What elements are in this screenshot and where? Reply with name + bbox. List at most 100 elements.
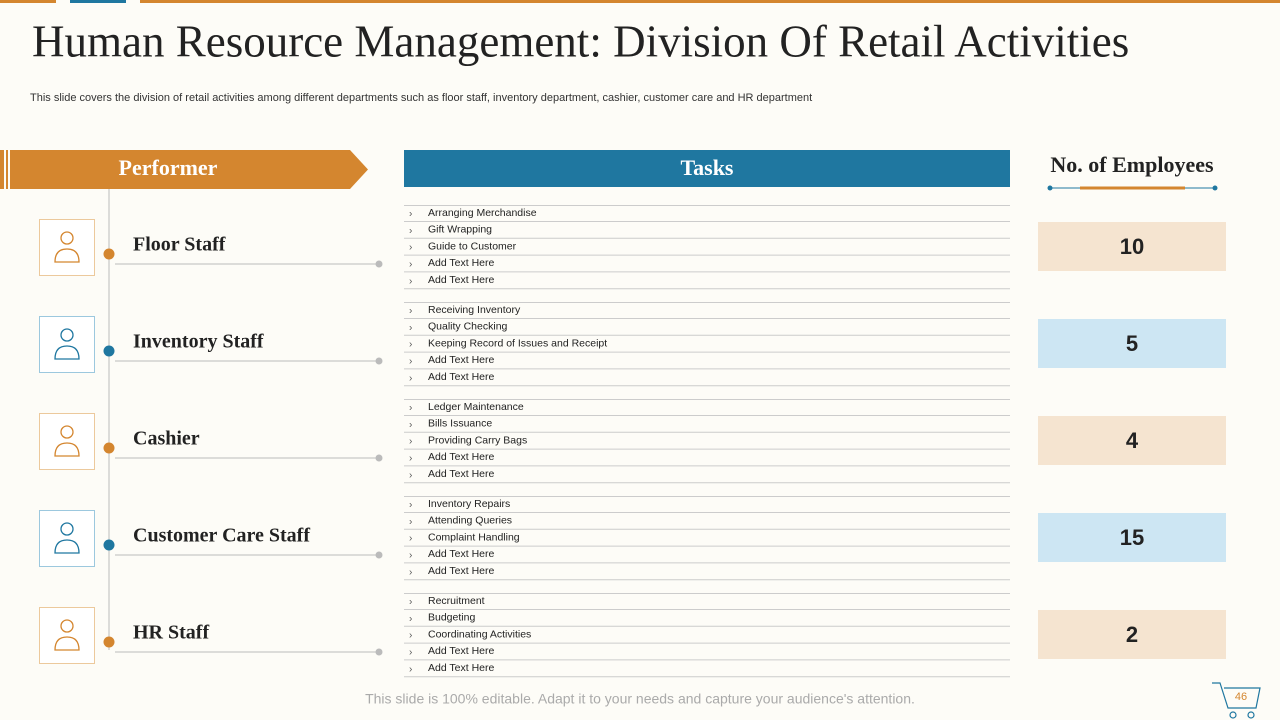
task-text: Inventory Repairs <box>428 498 510 510</box>
timeline-dot <box>103 248 115 260</box>
employee-count: 5 <box>1126 331 1138 356</box>
task-bullet: › <box>409 209 412 220</box>
task-text: Budgeting <box>428 612 475 624</box>
underline-dot <box>1047 185 1053 191</box>
performer-name: HR Staff <box>133 622 209 644</box>
icon-body <box>54 636 80 651</box>
task-bullet: › <box>409 613 412 624</box>
task-bullet: › <box>409 403 412 414</box>
task-text: Quality Checking <box>428 321 508 333</box>
task-text: Providing Carry Bags <box>428 434 527 446</box>
icon-box <box>39 510 95 567</box>
task-text: Add Text Here <box>428 548 495 560</box>
task-text: Add Text Here <box>428 274 495 286</box>
task-text: Ledger Maintenance <box>428 401 524 413</box>
connector-end <box>375 454 383 462</box>
task-text: Attending Queries <box>428 515 512 527</box>
task-bullet: › <box>409 664 412 675</box>
icon-head <box>60 328 74 342</box>
task-bullet: › <box>409 630 412 641</box>
task-bullet: › <box>409 567 412 578</box>
connector-end <box>375 357 383 365</box>
task-bullet: › <box>409 276 412 287</box>
task-bullet: › <box>409 356 412 367</box>
task-text: Add Text Here <box>428 257 495 269</box>
task-bullet: › <box>409 550 412 561</box>
employee-count: 10 <box>1120 234 1144 259</box>
task-bullet: › <box>409 373 412 384</box>
timeline-dot <box>103 636 115 648</box>
icon-head <box>60 231 74 245</box>
task-text: Gift Wrapping <box>428 224 492 236</box>
performer-name: Inventory Staff <box>133 331 264 353</box>
task-bullet: › <box>409 516 412 527</box>
tasks-banner <box>404 150 1010 187</box>
icon-box <box>39 607 95 664</box>
task-text: Arranging Merchandise <box>428 207 537 219</box>
icon-head <box>60 425 74 439</box>
title: Human Resource Management: Division Of R… <box>32 16 1129 66</box>
top-gap <box>56 0 70 3</box>
icon-head <box>60 619 74 633</box>
footer: This slide is 100% editable. Adapt it to… <box>365 691 915 707</box>
performer-icon <box>54 425 80 457</box>
task-bullet: › <box>409 597 412 608</box>
task-text: Receiving Inventory <box>428 304 521 316</box>
task-bullet: › <box>409 242 412 253</box>
icon-head <box>60 522 74 536</box>
connector-end <box>375 551 383 559</box>
task-text: Coordinating Activities <box>428 628 531 640</box>
task-text: Add Text Here <box>428 645 495 657</box>
task-bullet: › <box>409 322 412 333</box>
icon-box <box>39 316 95 373</box>
timeline-dot <box>103 345 115 357</box>
banner-stripe <box>0 150 4 189</box>
task-bullet: › <box>409 306 412 317</box>
performer-name: Customer Care Staff <box>133 525 310 547</box>
top-accent <box>70 0 126 3</box>
banner-stripe <box>6 150 8 189</box>
performer-icon <box>54 231 80 263</box>
timeline-dot <box>103 539 115 551</box>
employees-header: No. of Employees <box>1050 152 1214 177</box>
timeline-dot <box>103 442 115 454</box>
task-bullet: › <box>409 533 412 544</box>
task-bullet: › <box>409 500 412 511</box>
task-text: Add Text Here <box>428 662 495 674</box>
task-bullet: › <box>409 470 412 481</box>
employee-count: 2 <box>1126 622 1138 647</box>
performer-banner <box>10 150 368 189</box>
top-gap <box>126 0 140 3</box>
icon-box <box>39 219 95 276</box>
employee-count: 15 <box>1120 525 1144 550</box>
page-number: 46 <box>1235 691 1247 703</box>
icon-body <box>54 248 80 263</box>
performer-name: Cashier <box>133 428 200 450</box>
employee-count: 4 <box>1126 428 1139 453</box>
performer-name: Floor Staff <box>133 234 226 256</box>
employee-box <box>1038 416 1226 465</box>
performer-icon <box>54 328 80 360</box>
task-text: Add Text Here <box>428 468 495 480</box>
task-bullet: › <box>409 647 412 658</box>
icon-body <box>54 442 80 457</box>
task-text: Add Text Here <box>428 451 495 463</box>
task-bullet: › <box>409 339 412 350</box>
task-text: Add Text Here <box>428 354 495 366</box>
employee-box <box>1038 319 1226 368</box>
task-bullet: › <box>409 436 412 447</box>
performer-icon <box>54 522 80 554</box>
employee-box <box>1038 610 1226 659</box>
performer-icon <box>54 619 80 651</box>
icon-body <box>54 539 80 554</box>
performer-header: Performer <box>119 155 218 180</box>
task-bullet: › <box>409 453 412 464</box>
employee-box <box>1038 513 1226 562</box>
top-border <box>0 0 1280 3</box>
task-bullet: › <box>409 419 412 430</box>
task-text: Add Text Here <box>428 565 495 577</box>
task-text: Complaint Handling <box>428 531 520 543</box>
task-bullet: › <box>409 259 412 270</box>
